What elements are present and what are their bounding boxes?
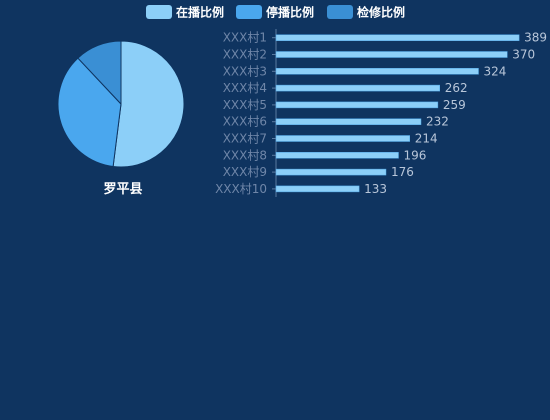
- bar-chart: XXX村1 389 XXX村2 370 XXX村3 324 XXX村4 262 XXX村5 259…: [215, 29, 547, 197]
- value-label-3: 324: [484, 64, 507, 78]
- value-label-6: 232: [426, 115, 449, 129]
- value-label-7: 214: [415, 132, 438, 146]
- legend-label-2[interactable]: 停播比例: [266, 5, 314, 20]
- category-label-6: XXX村6: [223, 115, 267, 129]
- bar-8[interactable]: [275, 152, 399, 159]
- pie-slice-1[interactable]: [112, 40, 185, 168]
- bar-1[interactable]: [275, 34, 520, 41]
- legend-label-3[interactable]: 检修比例: [357, 5, 405, 20]
- category-label-4: XXX村4: [223, 81, 267, 95]
- legend: 在播比例 停播比例 检修比例: [146, 5, 405, 20]
- category-label-1: XXX村1: [223, 31, 267, 45]
- bar-4[interactable]: [275, 84, 440, 92]
- bar-7[interactable]: [275, 135, 410, 142]
- pie-chart: [57, 40, 185, 168]
- value-label-2: 370: [512, 48, 535, 62]
- bar-6[interactable]: [275, 118, 422, 125]
- legend-swatch-3[interactable]: [327, 5, 353, 19]
- legend-label-1[interactable]: 在播比例: [176, 5, 224, 20]
- category-label-3: XXX村3: [223, 64, 267, 78]
- category-label-9: XXX村9: [223, 165, 267, 179]
- value-label-4: 262: [445, 81, 468, 95]
- bar-3[interactable]: [275, 68, 479, 75]
- value-label-9: 176: [391, 165, 414, 179]
- category-label-10: XXX村10: [215, 182, 267, 196]
- bar-2[interactable]: [275, 51, 508, 58]
- value-label-8: 196: [404, 148, 427, 162]
- bar-5[interactable]: [275, 101, 439, 109]
- category-label-2: XXX村2: [223, 48, 267, 62]
- bar-10[interactable]: [275, 185, 360, 193]
- legend-swatch-2[interactable]: [236, 5, 262, 19]
- legend-swatch-1[interactable]: [146, 5, 172, 19]
- value-label-1: 389: [524, 31, 547, 45]
- pie-slice-2[interactable]: [57, 57, 122, 168]
- category-label-5: XXX村5: [223, 98, 267, 112]
- category-label-7: XXX村7: [223, 132, 267, 146]
- category-label-8: XXX村8: [223, 148, 267, 162]
- bar-9[interactable]: [275, 168, 387, 176]
- pie-slice-3[interactable]: [77, 40, 122, 106]
- value-label-5: 259: [443, 98, 466, 112]
- value-label-10: 133: [364, 182, 387, 196]
- pie-label: 罗平县: [103, 182, 142, 197]
